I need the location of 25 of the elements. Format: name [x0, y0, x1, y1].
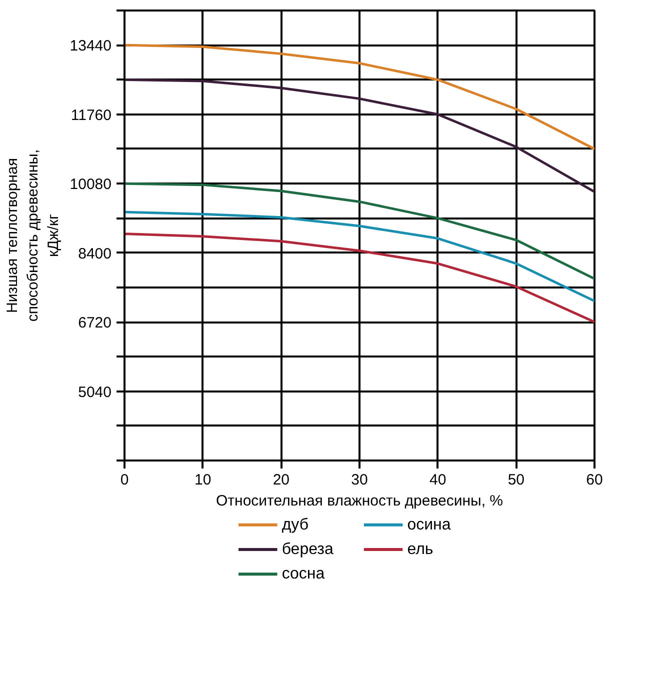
- y-axis-title: Низшая теплотворная способность древесины, кДж/кг: [4, 149, 62, 322]
- line-series: [124, 232, 594, 324]
- line-series: [124, 44, 594, 150]
- legend-label: осина: [407, 516, 451, 534]
- y-tick-label: 6720: [78, 314, 112, 332]
- x-tick-label: 10: [194, 472, 212, 488]
- line-series: [124, 182, 594, 280]
- legend-label: береза: [282, 541, 334, 558]
- x-tick-label: 20: [272, 472, 290, 488]
- y-tick-label: 13440: [70, 38, 112, 55]
- line-series: [124, 210, 594, 302]
- y-tick-label: 11760: [70, 106, 112, 124]
- x-axis-title: Относительная влажность древесины, %: [216, 492, 503, 510]
- legend-label: дуб: [282, 516, 309, 534]
- x-tick-label: 50: [508, 472, 525, 488]
- x-tick-label: 60: [586, 472, 603, 488]
- x-tick-label: 30: [351, 472, 368, 488]
- legend-label: ель: [407, 541, 434, 558]
- legend-label: сосна: [282, 566, 325, 583]
- y-tick-label: 10080: [70, 176, 112, 194]
- x-tick-label: 0: [120, 472, 129, 488]
- y-tick-label: 5040: [78, 384, 112, 401]
- x-tick-label: 40: [429, 472, 446, 488]
- y-tick-label: 8400: [78, 245, 112, 262]
- line-series: [124, 78, 594, 194]
